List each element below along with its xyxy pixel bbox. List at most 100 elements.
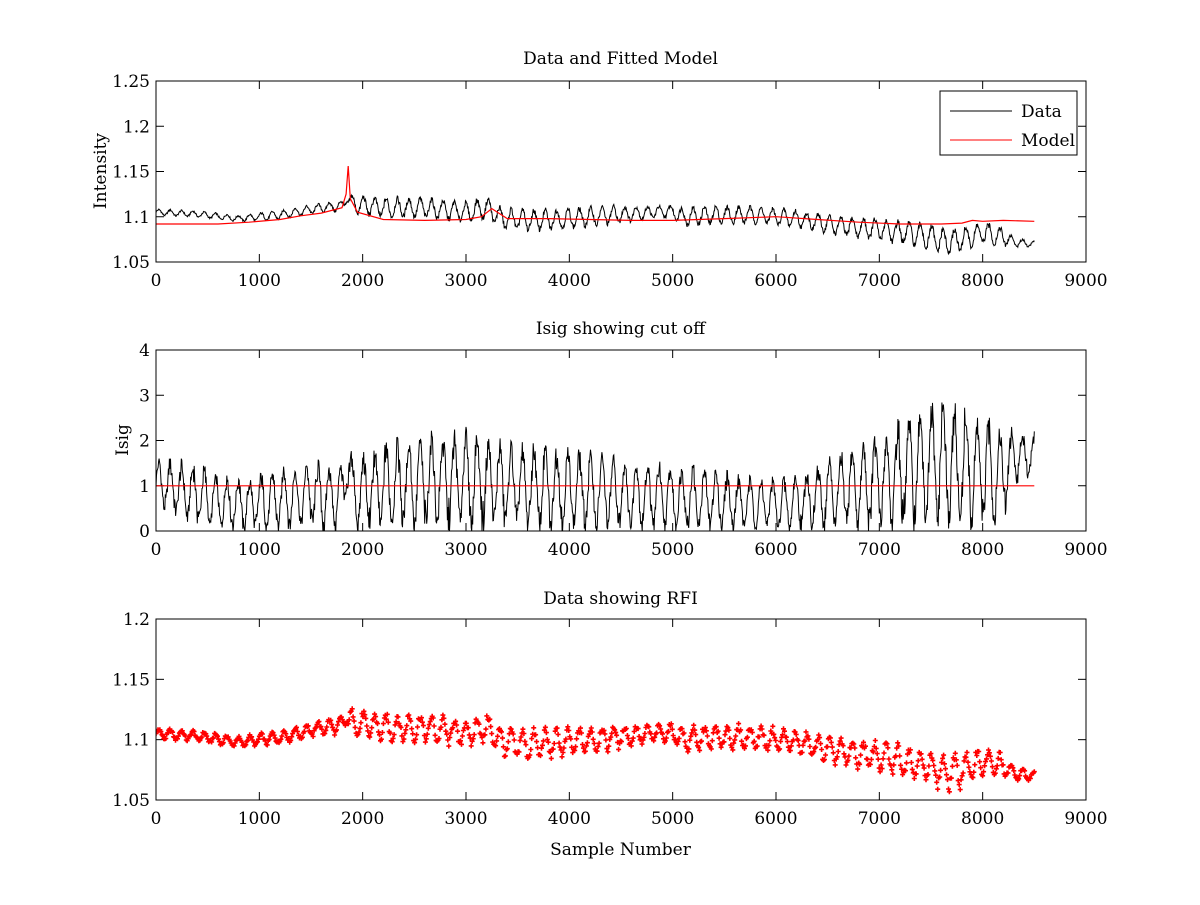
rfi-point [323, 727, 329, 733]
rfi-point [1027, 776, 1033, 781]
x-tick-label: 1000 [238, 271, 281, 291]
rfi-point [264, 742, 270, 748]
y-tick-label: 1.2 [123, 117, 150, 137]
rfi-point [369, 725, 375, 731]
rfi-point [231, 743, 237, 749]
x-tick-label: 8000 [961, 540, 1004, 560]
rfi-point [447, 735, 453, 740]
rfi-point [692, 727, 698, 733]
rfi-point [459, 741, 464, 747]
rfi-point [782, 728, 787, 734]
rfi-point [654, 730, 660, 736]
rfi-point [1016, 776, 1022, 782]
rfi-point [431, 723, 437, 729]
rfi-point [736, 721, 742, 727]
legend-label-data: Data [1021, 102, 1062, 122]
rfi-point [522, 738, 528, 744]
rfi-point [563, 736, 569, 742]
rfi-point [751, 738, 757, 744]
rfi-point [516, 749, 522, 755]
rfi-point [688, 733, 694, 739]
rfi-point [395, 714, 401, 720]
x-tick-label: 1000 [238, 809, 281, 829]
rfi-point [249, 734, 255, 740]
rfi-point [748, 727, 754, 733]
rfi-point [586, 731, 592, 737]
rfi-point [915, 758, 921, 764]
x-tick-label: 4000 [548, 540, 591, 560]
x-tick-label: 4000 [548, 809, 591, 829]
rfi-point [660, 731, 665, 737]
rfi-point [766, 742, 772, 748]
rfi-point [852, 745, 858, 751]
rfi-point [799, 749, 805, 755]
rfi-point [875, 756, 881, 762]
rfi-point [938, 767, 944, 773]
rfi-point [765, 747, 771, 753]
y-tick-label: 1.15 [112, 163, 150, 183]
rfi-point [378, 736, 384, 742]
rfi-point [675, 739, 681, 744]
rfi-point [1017, 773, 1023, 779]
x-tick-label: 5000 [651, 540, 694, 560]
rfi-point [283, 731, 289, 737]
rfi-point [828, 739, 834, 745]
rfi-point [557, 744, 563, 750]
rfi-point [550, 746, 556, 752]
rfi-point [682, 739, 688, 745]
rfi-point [442, 721, 448, 727]
rfi-point [838, 735, 844, 741]
rfi-point [606, 743, 612, 749]
rfi-point [424, 731, 430, 737]
rfi-point [708, 746, 714, 752]
rfi-point [642, 731, 648, 736]
rfi-point [316, 719, 322, 724]
rfi-point [878, 762, 884, 768]
rfi-point [502, 753, 508, 759]
rfi-point [843, 762, 849, 768]
rfi-point [889, 767, 895, 773]
rfi-point [780, 732, 785, 738]
x-tick-label: 9000 [1064, 271, 1107, 291]
rfi-point [772, 735, 778, 741]
rfi-point [773, 738, 779, 743]
rfi-point [493, 743, 499, 749]
rfi-point [939, 759, 945, 765]
rfi-point [997, 750, 1003, 755]
rfi-point [977, 759, 983, 765]
rfi-point [890, 771, 896, 777]
rfi-point [614, 732, 620, 738]
x-tick-label: 3000 [444, 271, 487, 291]
rfi-point [732, 737, 738, 743]
rfi-point [787, 748, 793, 754]
rfi-point [926, 763, 932, 769]
rfi-point [471, 732, 477, 738]
rfi-point [455, 728, 461, 734]
rfi-point [377, 732, 382, 738]
rfi-point [387, 730, 393, 736]
rfi-point [942, 761, 947, 767]
rfi-point [163, 736, 169, 741]
rfi-point [819, 747, 825, 752]
rfi-point [375, 721, 380, 727]
rfi-point [830, 750, 836, 756]
rfi-point [534, 739, 540, 745]
rfi-point [559, 754, 565, 760]
rfi-point [713, 724, 719, 730]
rfi-point [362, 712, 368, 718]
rfi-point [245, 737, 251, 743]
rfi-point [349, 706, 355, 712]
rfi-point [756, 734, 762, 740]
rfi-point [294, 724, 299, 730]
rfi-point [259, 731, 265, 737]
rfi-point [480, 740, 486, 746]
rfi-point [533, 732, 539, 738]
rfi-point [631, 729, 637, 734]
rfi-point [870, 749, 876, 755]
rfi-point [220, 740, 226, 746]
rfi-point [891, 762, 897, 768]
rfi-point [944, 772, 949, 778]
rfi-point [209, 739, 215, 745]
rfi-point [716, 735, 722, 741]
